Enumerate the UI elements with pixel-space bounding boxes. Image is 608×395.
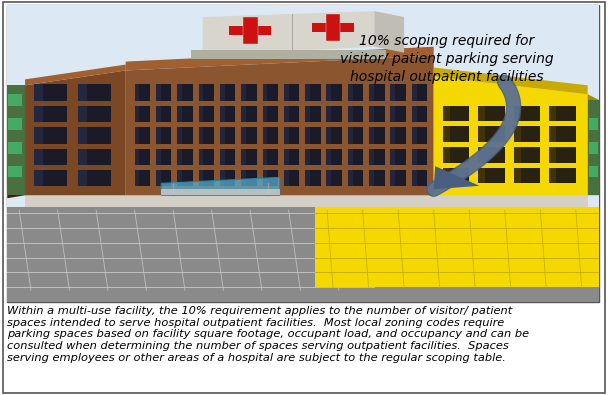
Bar [7,5,599,302]
Text: Within a multi-use facility, the 10% requirement applies to the number of visito: Within a multi-use facility, the 10% req… [7,306,530,363]
Text: 10% scoping required for
visitor/ patient parking serving
hospital outpatient fa: 10% scoping required for visitor/ patien… [340,34,554,85]
